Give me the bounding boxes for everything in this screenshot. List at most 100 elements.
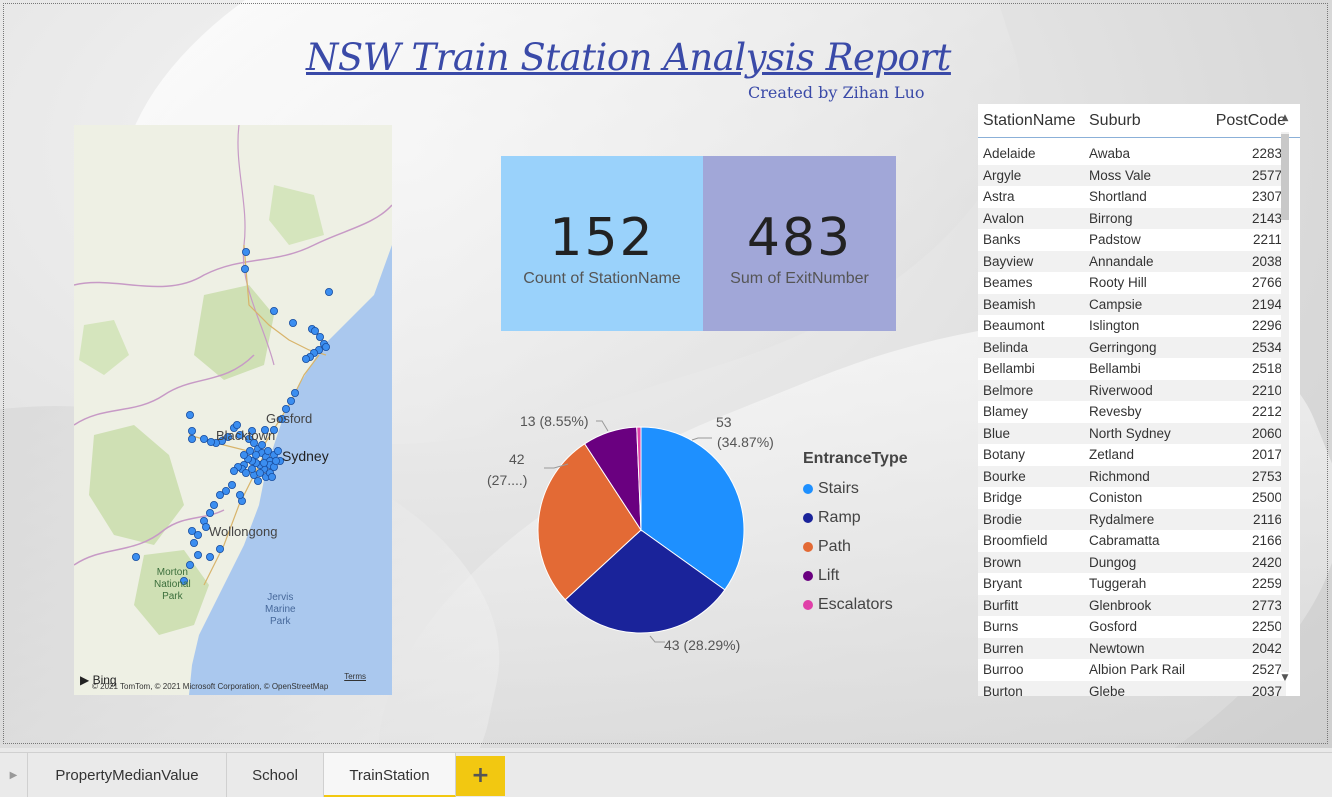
table-row[interactable]: Belmore Riverwood 2210 — [978, 379, 1286, 401]
station-point[interactable] — [223, 432, 232, 441]
station-point[interactable] — [251, 450, 260, 459]
table-row[interactable]: Brown Dungog 2420 — [978, 551, 1286, 573]
station-point[interactable] — [200, 434, 209, 443]
station-map[interactable]: Gosford Blacktown Sydney Wollongong Mort… — [74, 125, 392, 695]
station-point[interactable] — [267, 472, 276, 481]
station-point[interactable] — [188, 526, 197, 535]
station-point[interactable] — [205, 552, 214, 561]
tab-school[interactable]: School — [227, 753, 324, 797]
table-row[interactable]: Beamish Campsie 2194 — [978, 293, 1286, 315]
station-point[interactable] — [186, 410, 195, 419]
station-point[interactable] — [271, 456, 280, 465]
table-row[interactable]: Banks Padstow 2211 — [978, 229, 1286, 251]
table-row[interactable]: Burroo Albion Park Rail 2527 — [978, 659, 1286, 681]
station-point[interactable] — [269, 425, 278, 434]
station-point[interactable] — [221, 486, 230, 495]
legend-item-escalators[interactable]: Escalators — [803, 590, 908, 619]
station-point[interactable] — [215, 490, 224, 499]
table-row[interactable]: Belinda Gerringong 2534 — [978, 336, 1286, 358]
table-row[interactable]: Bourke Richmond 2753 — [978, 465, 1286, 487]
table-row[interactable]: Brodie Rydalmere 2116 — [978, 508, 1286, 530]
table-row[interactable]: Argyle Moss Vale 2577 — [978, 164, 1286, 186]
station-point[interactable] — [277, 414, 286, 423]
legend-item-path[interactable]: Path — [803, 532, 908, 561]
table-row[interactable]: Adelaide Awaba 2283 — [978, 143, 1286, 165]
kpi-count-stationname[interactable]: 152 Count of StationName — [501, 156, 703, 331]
table-row[interactable]: Blamey Revesby 2212 — [978, 401, 1286, 423]
table-row[interactable]: Avalon Birrong 2143 — [978, 207, 1286, 229]
station-point[interactable] — [260, 425, 269, 434]
station-point[interactable] — [310, 326, 319, 335]
station-point[interactable] — [232, 420, 241, 429]
station-point[interactable] — [132, 552, 141, 561]
station-point[interactable] — [321, 342, 330, 351]
station-point[interactable] — [281, 404, 290, 413]
table-row[interactable]: Bellambi Bellambi 2518 — [978, 358, 1286, 380]
station-point[interactable] — [186, 560, 195, 569]
station-point[interactable] — [269, 306, 278, 315]
station-point[interactable] — [273, 446, 282, 455]
pie-slice-path[interactable] — [537, 443, 642, 601]
table-row[interactable]: Burren Newtown 2042 — [978, 637, 1286, 659]
tab-nav-left-icon[interactable]: ▶ — [0, 753, 28, 797]
station-point[interactable] — [290, 388, 299, 397]
station-point[interactable] — [324, 287, 333, 296]
station-point[interactable] — [201, 522, 210, 531]
station-point[interactable] — [194, 550, 203, 559]
station-point[interactable] — [227, 480, 236, 489]
map-terms-link[interactable]: Terms — [344, 672, 366, 681]
scroll-track[interactable] — [1281, 132, 1289, 672]
table-row[interactable]: Bridge Coniston 2500 — [978, 487, 1286, 509]
table-row[interactable]: Burton Glebe 2037 — [978, 680, 1286, 696]
station-point[interactable] — [288, 318, 297, 327]
station-table[interactable]: StationName Suburb PostCode Adelaide Awab… — [978, 104, 1300, 696]
pie-slice-ramp[interactable] — [564, 529, 726, 634]
station-point[interactable] — [239, 450, 248, 459]
add-page-button[interactable]: + — [456, 756, 505, 796]
table-row[interactable]: Beames Rooty Hill 2766 — [978, 272, 1286, 294]
station-point[interactable] — [301, 354, 310, 363]
legend-item-ramp[interactable]: Ramp — [803, 503, 908, 532]
station-point[interactable] — [241, 468, 250, 477]
legend-item-stairs[interactable]: Stairs — [803, 474, 908, 503]
entrance-type-pie[interactable] — [480, 400, 800, 670]
column-header-stationname[interactable]: StationName — [983, 111, 1076, 129]
station-point[interactable] — [240, 264, 249, 273]
table-row[interactable]: Broomfield Cabramatta 2166 — [978, 530, 1286, 552]
table-row[interactable]: Bryant Tuggerah 2259 — [978, 573, 1286, 595]
station-point[interactable] — [188, 426, 197, 435]
station-point[interactable] — [315, 332, 324, 341]
table-row[interactable]: Bayview Annandale 2038 — [978, 250, 1286, 272]
station-point[interactable] — [253, 476, 262, 485]
pie-slice-escalators[interactable] — [636, 426, 642, 531]
station-point[interactable] — [235, 490, 244, 499]
station-point[interactable] — [249, 438, 258, 447]
station-point[interactable] — [205, 508, 214, 517]
table-row[interactable]: Astra Shortland 2307 — [978, 186, 1286, 208]
station-point[interactable] — [215, 544, 224, 553]
station-point[interactable] — [286, 396, 295, 405]
column-header-suburb[interactable]: Suburb — [1089, 111, 1141, 129]
station-point[interactable] — [259, 458, 268, 467]
station-point[interactable] — [194, 530, 203, 539]
table-row[interactable]: Burns Gosford 2250 — [978, 616, 1286, 638]
tab-trainstation[interactable]: TrainStation — [324, 753, 456, 797]
station-point[interactable] — [255, 468, 264, 477]
station-point[interactable] — [245, 446, 254, 455]
station-point[interactable] — [257, 440, 266, 449]
table-row[interactable]: Blue North Sydney 2060 — [978, 422, 1286, 444]
station-point[interactable] — [188, 434, 197, 443]
station-point[interactable] — [247, 464, 256, 473]
table-row[interactable]: Botany Zetland 2017 — [978, 444, 1286, 466]
column-header-postcode[interactable]: PostCode — [1215, 111, 1286, 129]
station-point[interactable] — [241, 248, 250, 257]
kpi-sum-exitnumber[interactable]: 483 Sum of ExitNumber — [703, 156, 896, 331]
station-point[interactable] — [263, 446, 272, 455]
station-point[interactable] — [235, 430, 244, 439]
table-row[interactable]: Beaumont Islington 2296 — [978, 315, 1286, 337]
station-point[interactable] — [190, 538, 199, 547]
legend-item-lift[interactable]: Lift — [803, 561, 908, 590]
tab-propertymedianvalue[interactable]: PropertyMedianValue — [28, 753, 227, 797]
scroll-up-icon[interactable]: ▲ — [1281, 113, 1289, 123]
station-point[interactable] — [229, 466, 238, 475]
